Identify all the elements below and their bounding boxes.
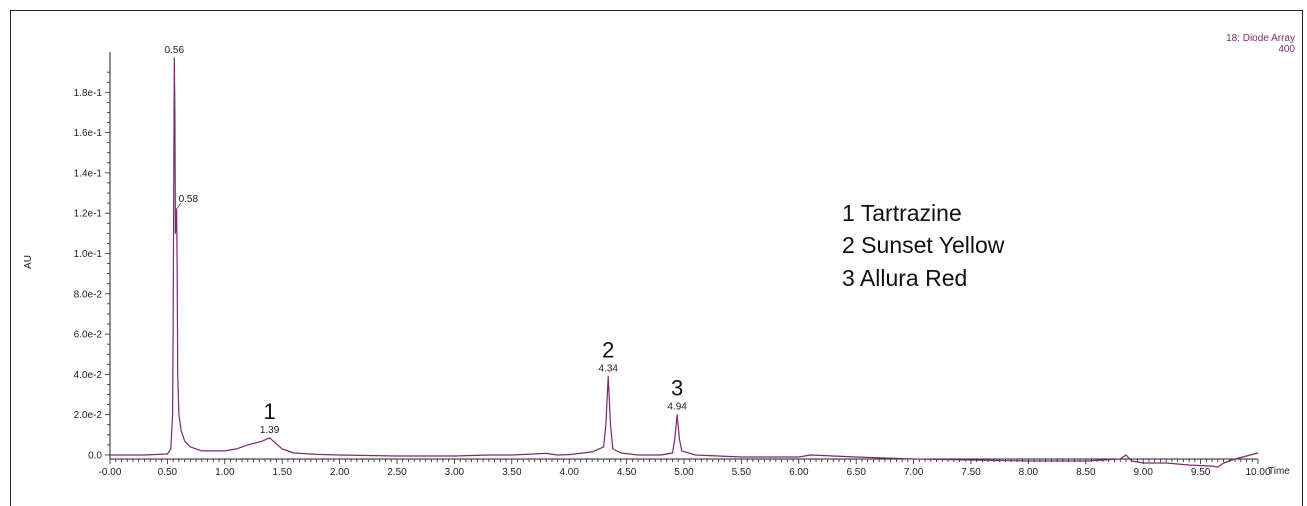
x-tick-label: 8.00 xyxy=(1019,467,1039,478)
x-tick-label: 2.50 xyxy=(387,467,407,478)
x-tick-label: 3.00 xyxy=(445,467,465,478)
channel-label: 18: Diode Array xyxy=(1226,33,1295,44)
y-tick-label: 1.6e-1 xyxy=(74,128,103,139)
x-tick-label: 8.50 xyxy=(1076,467,1096,478)
x-tick-label: 4.50 xyxy=(617,467,637,478)
x-tick-label: 6.00 xyxy=(789,467,809,478)
peak-leader xyxy=(176,202,181,210)
y-tick-label: 8.0e-2 xyxy=(74,289,103,300)
y-tick-label: 1.4e-1 xyxy=(74,168,103,179)
y-tick-label: 2.0e-2 xyxy=(74,410,103,421)
chart-frame xyxy=(10,10,1303,506)
y-tick-label: 1.0e-1 xyxy=(74,249,103,260)
axes: -0.00 0.50 1.00 1.50 2.00 2.50 3.00 3.50 4.00 4.5… xyxy=(74,52,1271,478)
y-tick-label: 6.0e-2 xyxy=(74,330,103,341)
x-tick-label: 3.50 xyxy=(502,467,522,478)
y-tick-label: 1.2e-1 xyxy=(74,209,103,220)
peak-time-label: 0.56 xyxy=(165,45,185,56)
peak-number-label: 1 xyxy=(263,399,275,424)
x-tick-label: 1.00 xyxy=(215,467,235,478)
x-tick-label: 9.50 xyxy=(1191,467,1211,478)
x-tick-label: 7.50 xyxy=(961,467,981,478)
legend-item: 2 Sunset Yellow xyxy=(842,232,1005,258)
x-axis-title: Time xyxy=(1268,466,1290,477)
x-tick-label: 6.50 xyxy=(846,467,866,478)
x-tick-label: 5.00 xyxy=(674,467,694,478)
legend-item: 1 Tartrazine xyxy=(842,200,962,226)
plot-area xyxy=(110,57,1259,468)
x-tick-label: 9.00 xyxy=(1133,467,1153,478)
x-tick-label: -0.00 xyxy=(99,467,122,478)
y-tick-label: 0.0 xyxy=(88,450,102,461)
peak-time-label: 4.34 xyxy=(598,363,618,374)
peak-time-label: 4.94 xyxy=(667,402,687,413)
x-tick-label: 1.50 xyxy=(272,467,292,478)
x-tick-label: 0.50 xyxy=(158,467,178,478)
peak-number-label: 2 xyxy=(602,337,614,362)
y-tick-label: 4.0e-2 xyxy=(74,370,103,381)
x-tick-label: 5.50 xyxy=(732,467,752,478)
x-tick-label: 7.00 xyxy=(904,467,924,478)
channel-wavelength: 400 xyxy=(1278,44,1295,55)
peak-number-label: 3 xyxy=(671,376,683,401)
x-tick-label: 10.00 xyxy=(1245,467,1270,478)
y-tick-label: 1.8e-1 xyxy=(74,88,103,99)
legend: 1 Tartrazine 2 Sunset Yellow 3 Allura Re… xyxy=(842,200,1005,291)
y-axis-title: AU xyxy=(23,255,34,269)
peak-time-label: 0.58 xyxy=(179,194,199,205)
annotations: 0.56 0.58 1.391 4.342 4.943 xyxy=(165,45,688,436)
chromatogram-trace xyxy=(110,57,1259,468)
peak-time-label: 1.39 xyxy=(260,425,280,436)
x-tick-label: 2.00 xyxy=(330,467,350,478)
legend-item: 3 Allura Red xyxy=(842,265,967,291)
x-tick-label: 4.00 xyxy=(559,467,579,478)
